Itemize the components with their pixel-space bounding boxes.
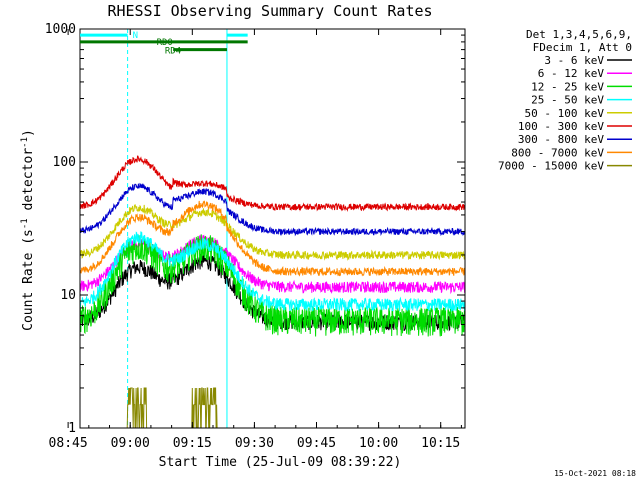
series-line <box>80 155 465 212</box>
plot-frame <box>79 28 466 429</box>
legend-header: FDecim 1, Att 0 <box>533 41 632 54</box>
y-tick-label: 10 <box>60 288 76 303</box>
y-tick-label: 100 <box>53 155 76 170</box>
x-tick-label: 10:00 <box>359 436 398 451</box>
legend-label: 300 - 800 keV <box>518 133 604 146</box>
series-line <box>80 234 465 295</box>
x-tick-label: 08:45 <box>49 436 88 451</box>
series-line <box>80 182 465 237</box>
x-tick-label: 10:15 <box>421 436 460 451</box>
x-tick-label: 09:00 <box>111 436 150 451</box>
y-tick-label: 1000 <box>45 22 76 37</box>
legend-label: 25 - 50 keV <box>531 94 604 107</box>
flag-bar-label: RD4 <box>165 47 181 57</box>
legend-label: 12 - 25 keV <box>531 80 604 93</box>
legend-label: 50 - 100 keV <box>525 107 605 120</box>
series-line <box>80 204 465 261</box>
y-axis-label-sup: -1 <box>20 137 30 148</box>
y-tick-label: 1 <box>68 421 76 436</box>
flag-bar-label: N <box>133 31 138 41</box>
legend-label: 3 - 6 keV <box>544 54 604 67</box>
y-axis: 1 10 100 1000 <box>45 22 465 436</box>
series-line <box>80 200 465 277</box>
x-tick-label: 09:45 <box>297 436 336 451</box>
x-tick-label: 09:15 <box>173 436 212 451</box>
legend-label: 7000 - 15000 keV <box>498 160 604 173</box>
series-line <box>80 387 465 428</box>
chart-title: RHESSI Observing Summary Count Rates <box>107 2 432 20</box>
legend-header: Det 1,3,4,5,6,9, <box>526 28 632 41</box>
y-axis-label-part: Count Rate (s <box>21 229 36 331</box>
legend-label: 800 - 7000 keV <box>511 146 604 159</box>
y-axis-label-sup: -1 <box>20 218 30 229</box>
series-line <box>80 234 465 337</box>
x-tick-label: 09:30 <box>235 436 274 451</box>
y-axis-label-part: detector <box>21 148 36 219</box>
flag-bar-label: RD0 <box>157 38 173 48</box>
series-line <box>80 231 465 313</box>
x-axis: 08:45 09:00 09:15 09:30 09:45 10:00 10:15 <box>49 29 462 451</box>
y-axis-label: Count Rate (s-1 detector-1) <box>20 129 36 331</box>
plot-area <box>80 29 465 428</box>
legend: Det 1,3,4,5,6,9,FDecim 1, Att 03 - 6 keV… <box>498 28 632 173</box>
legend-label: 100 - 300 keV <box>518 120 604 133</box>
generation-timestamp: 15-Oct-2021 08:18 <box>554 469 636 478</box>
legend-label: 6 - 12 keV <box>538 67 605 80</box>
y-axis-label-part: ) <box>21 129 36 137</box>
x-axis-label: Start Time (25-Jul-09 08:39:22) <box>159 455 402 470</box>
